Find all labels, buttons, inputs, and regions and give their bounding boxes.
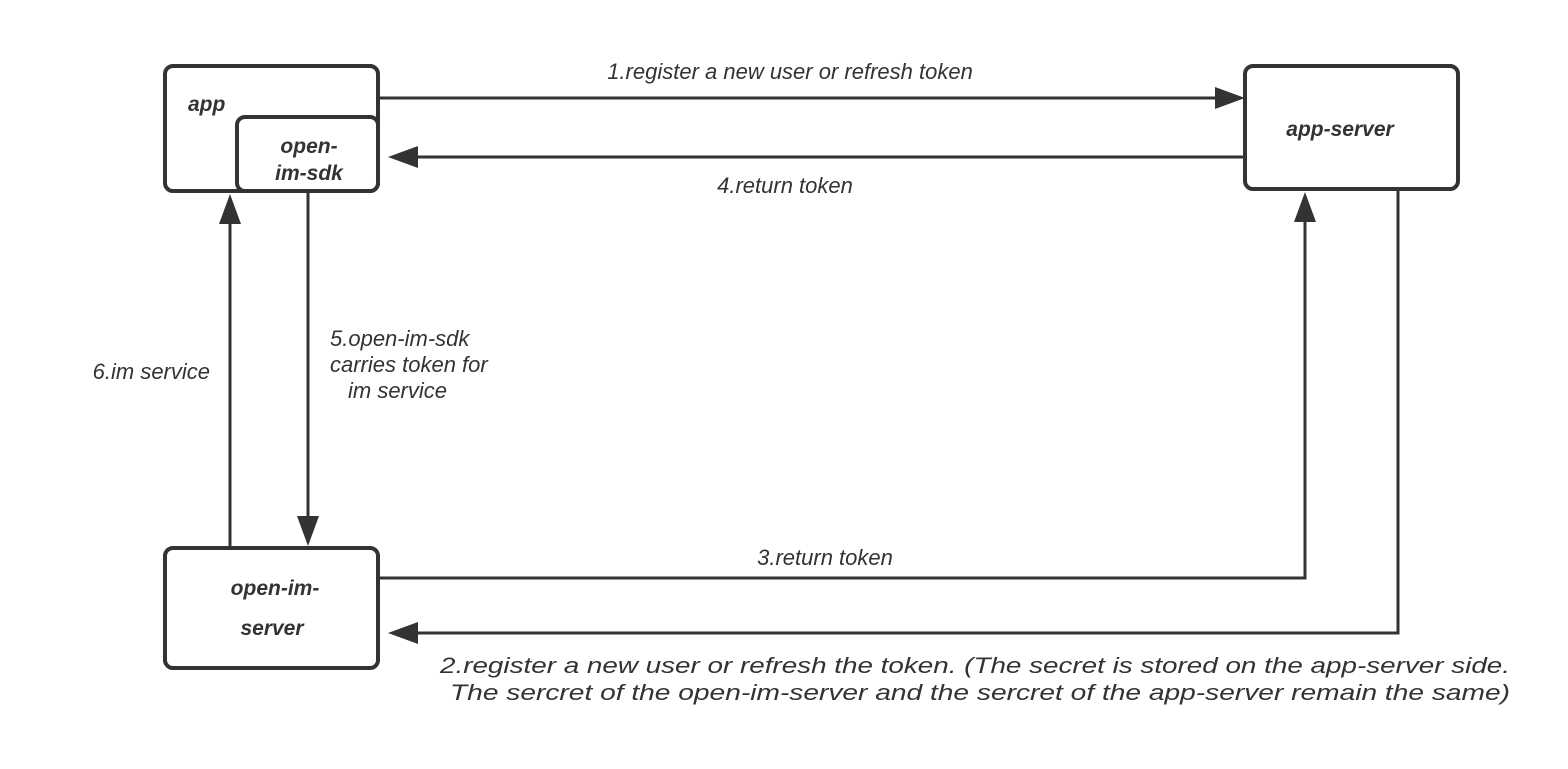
arrowhead-icon bbox=[388, 622, 418, 644]
sdk-label-2: im-sdk bbox=[275, 162, 344, 185]
edge-6-label: 6.im service bbox=[93, 359, 210, 384]
edge-5-label-2: carries token for bbox=[330, 352, 489, 377]
arrowhead-icon bbox=[388, 146, 418, 168]
edge-3-label: 3.return token bbox=[757, 545, 893, 570]
edge-4-label: 4.return token bbox=[717, 173, 853, 198]
app-label: app bbox=[188, 93, 226, 116]
edge-2-label-1: 2.register a new user or refresh the tok… bbox=[439, 653, 1510, 678]
sdk-label-1: open- bbox=[280, 135, 337, 158]
edge-5-arrow bbox=[297, 191, 319, 546]
edge-2-label-2: The sercret of the open-im-server and th… bbox=[450, 680, 1510, 705]
edge-6-arrow bbox=[219, 194, 241, 548]
app-server-label: app-server bbox=[1286, 118, 1395, 141]
im-server-label-1: open-im- bbox=[231, 577, 320, 600]
arrowhead-icon bbox=[1215, 87, 1245, 109]
arrowhead-icon bbox=[219, 194, 241, 224]
edge-5-label-3: im service bbox=[348, 378, 447, 403]
edge-1-label: 1.register a new user or refresh token bbox=[607, 59, 973, 84]
arrowhead-icon bbox=[1294, 192, 1316, 222]
edge-5-label-1: 5.open-im-sdk bbox=[330, 326, 470, 351]
edge-4-arrow bbox=[388, 146, 1245, 168]
edge-2-arrow bbox=[388, 189, 1400, 644]
edge-1-arrow bbox=[378, 87, 1245, 109]
im-server-label-2: server bbox=[240, 617, 305, 640]
edge-3-arrow bbox=[378, 192, 1316, 580]
app-server-node bbox=[1243, 64, 1460, 191]
arrowhead-icon bbox=[297, 516, 319, 546]
open-im-server-node bbox=[163, 546, 380, 670]
